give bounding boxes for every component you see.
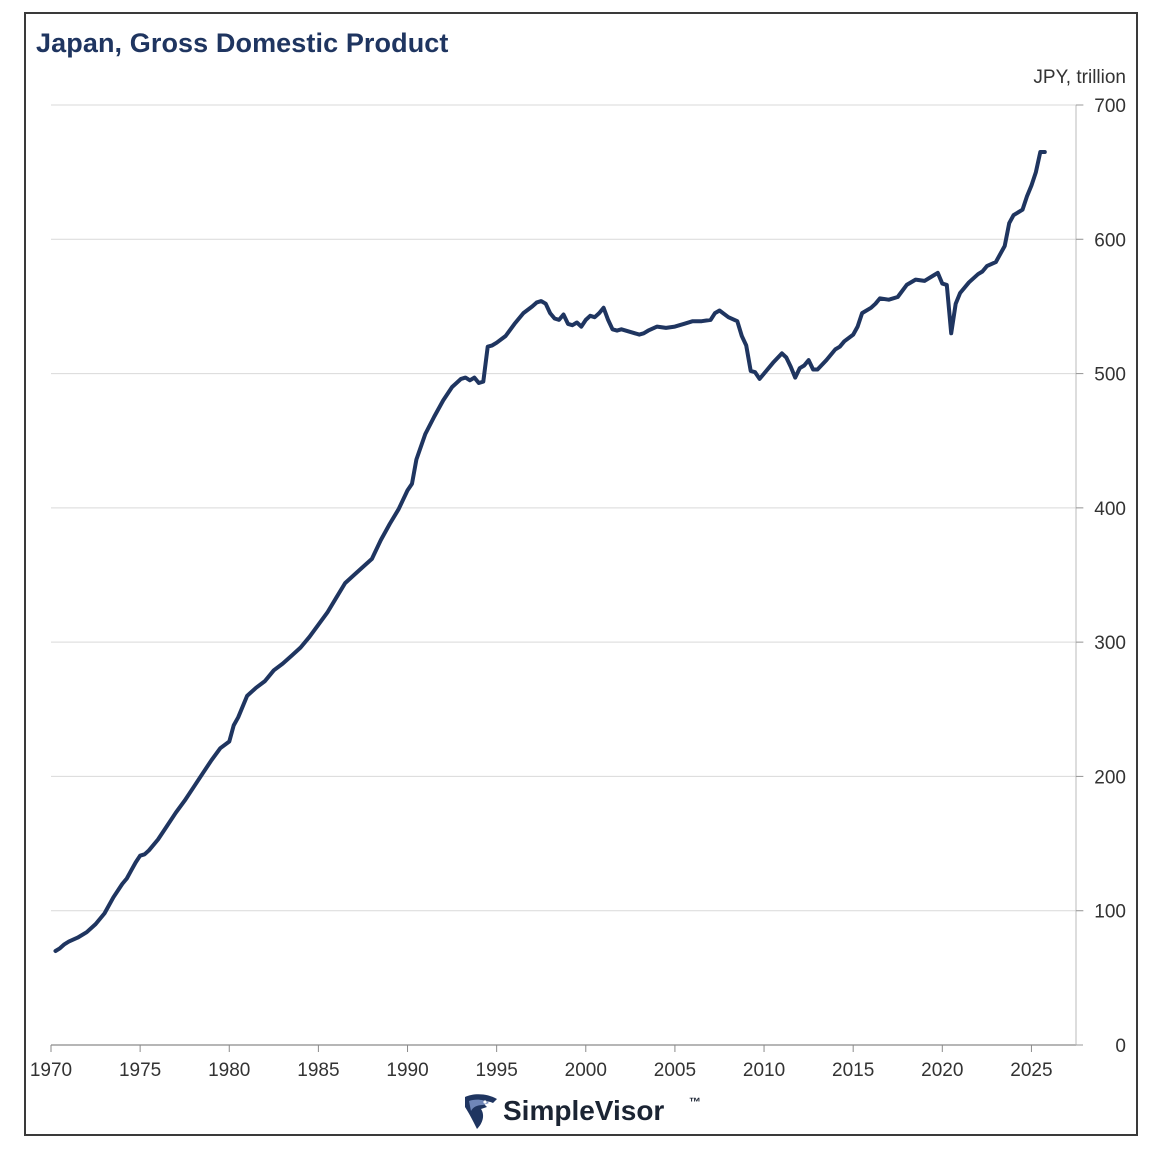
trademark-symbol: ™ bbox=[689, 1095, 701, 1109]
x-axis-ticks: 1970 1975 1980 1985 1990 1995 2000 2005 2010 2015… bbox=[30, 1045, 1053, 1081]
x-tick-label-1980: 1980 bbox=[208, 1060, 250, 1081]
y-axis-ticks: 0 100 200 300 400 500 600 700 bbox=[1076, 96, 1126, 1057]
chart-frame bbox=[24, 12, 1138, 1136]
x-tick-label-2025: 2025 bbox=[1010, 1060, 1052, 1081]
x-tick-label-1990: 1990 bbox=[386, 1060, 428, 1081]
simplevisor-logo: SimpleVisor ™ bbox=[465, 1094, 701, 1129]
x-tick-label-1975: 1975 bbox=[119, 1060, 161, 1081]
gdp-series-line bbox=[53, 150, 1047, 953]
y-tick-label-600: 600 bbox=[1094, 230, 1126, 251]
x-tick-label-1995: 1995 bbox=[476, 1060, 518, 1081]
y-tick-label-500: 500 bbox=[1094, 365, 1126, 386]
eagle-head-icon bbox=[465, 1094, 497, 1129]
x-tick-label-1985: 1985 bbox=[297, 1060, 339, 1081]
chart-title: Japan, Gross Domestic Product bbox=[36, 28, 449, 58]
y-tick-label-300: 300 bbox=[1094, 633, 1126, 654]
y-tick-label-700: 700 bbox=[1094, 96, 1126, 117]
x-tick-label-2010: 2010 bbox=[743, 1060, 785, 1081]
y-tick-label-200: 200 bbox=[1094, 767, 1126, 788]
y-tick-label-400: 400 bbox=[1094, 499, 1126, 520]
x-tick-label-2015: 2015 bbox=[832, 1060, 874, 1081]
x-tick-label-2020: 2020 bbox=[921, 1060, 963, 1081]
x-tick-label-1970: 1970 bbox=[30, 1060, 72, 1081]
y-axis-unit-label: JPY, trillion bbox=[1033, 67, 1126, 88]
brand-name: SimpleVisor bbox=[503, 1095, 664, 1126]
x-tick-label-2000: 2000 bbox=[565, 1060, 607, 1081]
series-group bbox=[53, 150, 1047, 953]
y-tick-label-100: 100 bbox=[1094, 902, 1126, 923]
x-tick-label-2005: 2005 bbox=[654, 1060, 696, 1081]
grid-lines bbox=[51, 104, 1084, 912]
y-tick-label-0: 0 bbox=[1115, 1036, 1126, 1057]
